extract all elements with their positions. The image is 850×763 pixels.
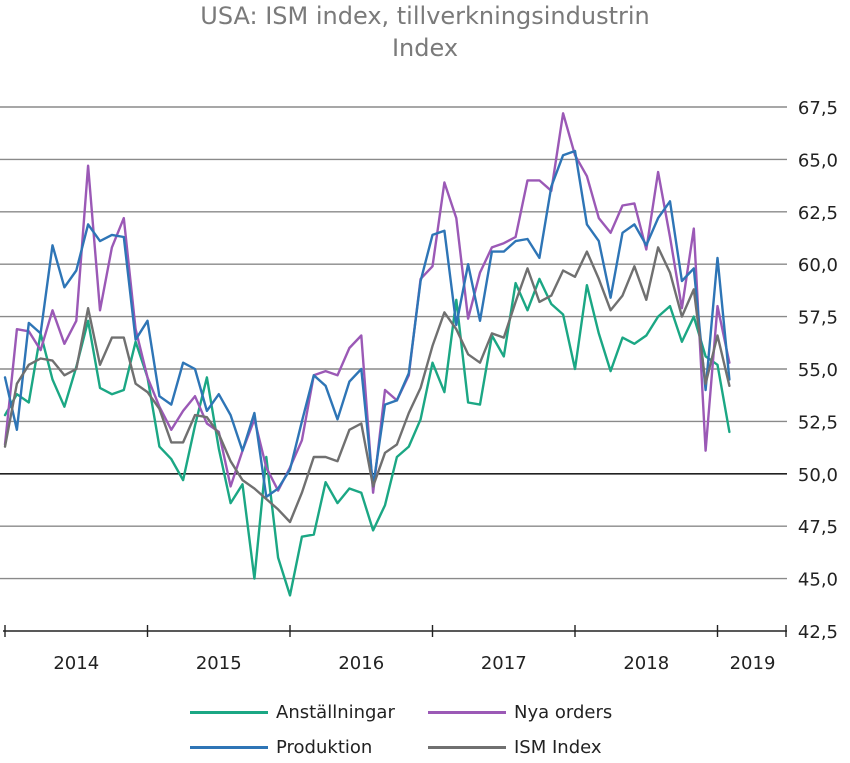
series-line-2 bbox=[3, 112, 731, 494]
legend-item-nya-orders: Nya orders bbox=[428, 702, 612, 723]
legend-swatch-nya-orders bbox=[428, 711, 506, 714]
y-tick-label: 60,0 bbox=[798, 255, 838, 276]
line-chart: 42,5 45,0 47,5 50,0 52,5 55,0 57,5 60,0 62,5 65,0… bbox=[0, 98, 838, 674]
x-tick-label: 2016 bbox=[338, 653, 384, 674]
series-line-4 bbox=[3, 246, 731, 524]
y-tick-label: 55,0 bbox=[798, 360, 838, 381]
legend: Anställningar Nya orders Produktion ISM … bbox=[0, 700, 850, 763]
y-tick-label: 52,5 bbox=[798, 412, 838, 433]
x-tick-label: 2014 bbox=[53, 653, 99, 674]
y-tick-label: 67,5 bbox=[798, 98, 838, 119]
legend-swatch-ism-index bbox=[428, 746, 506, 749]
legend-label-ism-index: ISM Index bbox=[514, 737, 602, 758]
legend-label-anstallningar: Anställningar bbox=[276, 702, 395, 723]
legend-item-ism-index: ISM Index bbox=[428, 737, 602, 758]
y-tick-label: 50,0 bbox=[798, 465, 838, 486]
y-tick-label: 45,0 bbox=[798, 570, 838, 591]
series-line-3 bbox=[3, 149, 731, 499]
y-tick-label: 42,5 bbox=[798, 622, 838, 643]
legend-item-anstallningar: Anställningar bbox=[190, 702, 395, 723]
y-tick-label: 62,5 bbox=[798, 203, 838, 224]
x-tick-label: 2017 bbox=[481, 653, 527, 674]
legend-label-nya-orders: Nya orders bbox=[514, 702, 613, 723]
y-tick-label: 57,5 bbox=[798, 308, 838, 329]
x-tick-label: 2019 bbox=[730, 653, 776, 674]
series-line-1 bbox=[3, 277, 731, 597]
y-tick-label: 65,0 bbox=[798, 150, 838, 171]
y-tick-label: 47,5 bbox=[798, 517, 838, 538]
legend-swatch-anstallningar bbox=[190, 711, 268, 714]
legend-item-produktion: Produktion bbox=[190, 737, 372, 758]
x-tick-label: 2015 bbox=[196, 653, 242, 674]
x-tick-label: 2018 bbox=[623, 653, 669, 674]
chart-subtitle: Index bbox=[391, 34, 459, 62]
legend-label-produktion: Produktion bbox=[276, 737, 373, 758]
legend-swatch-produktion bbox=[190, 746, 268, 749]
chart-title: USA: ISM index, tillverkningsindustrin bbox=[200, 2, 650, 30]
